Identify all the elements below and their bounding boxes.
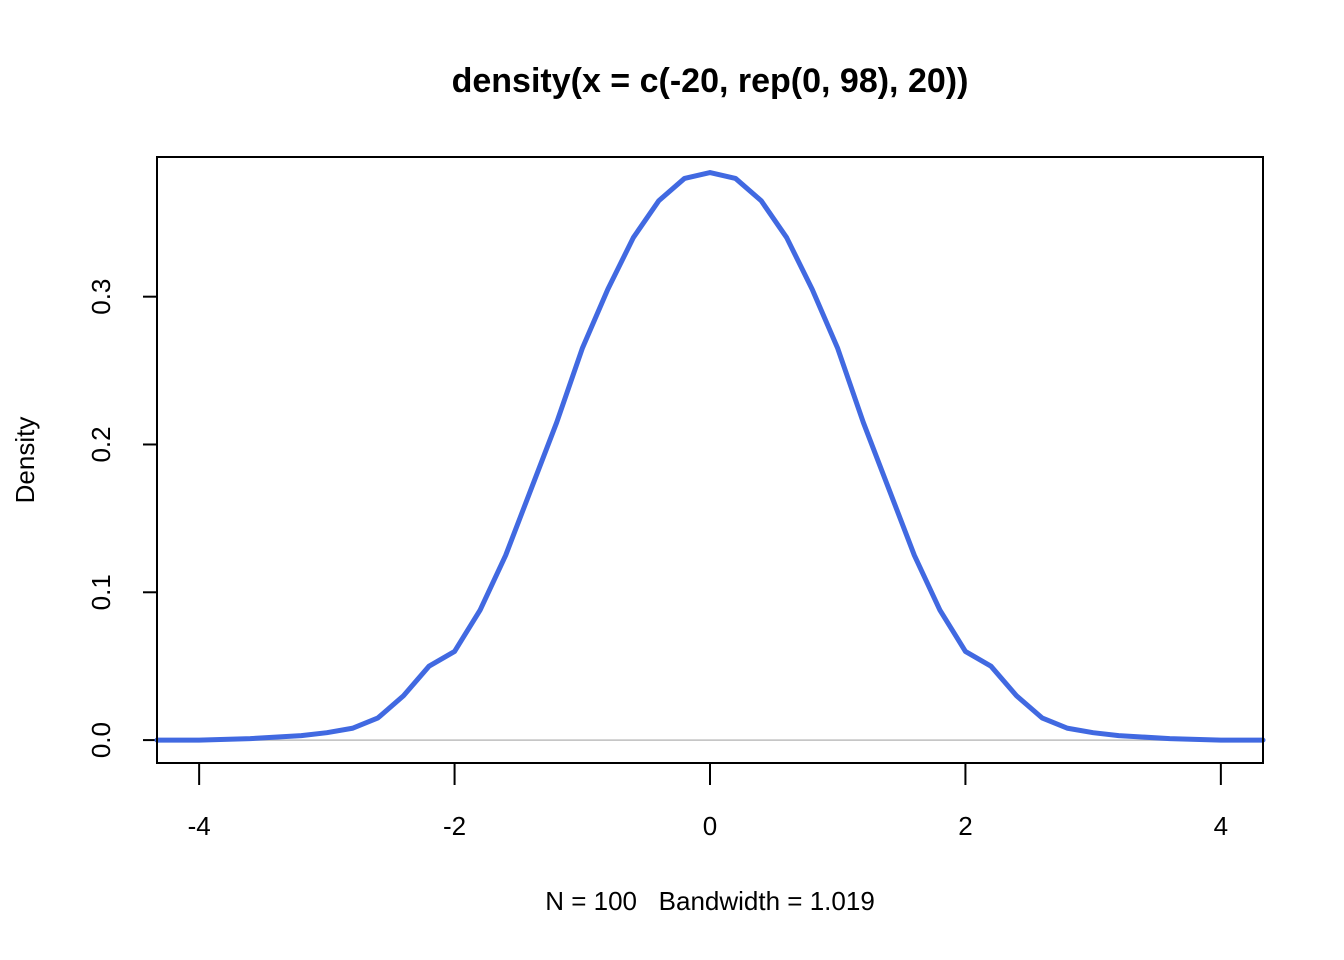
- y-tick-label: 0.1: [86, 574, 116, 610]
- x-tick-label: -4: [188, 811, 211, 841]
- y-axis: 0.0 0.1 0.2 0.3: [86, 279, 158, 758]
- y-tick-label: 0.0: [86, 722, 116, 758]
- x-tick-label: 2: [958, 811, 972, 841]
- y-axis-label: Density: [10, 417, 40, 504]
- chart-title: density(x = c(-20, rep(0, 98), 20)): [452, 62, 969, 100]
- y-tick-label: 0.2: [86, 426, 116, 462]
- x-tick-label: 4: [1214, 811, 1228, 841]
- x-tick-label: 0: [703, 811, 717, 841]
- density-series: [154, 170, 1266, 743]
- y-tick-label: 0.3: [86, 279, 116, 315]
- density-line: [154, 170, 1266, 743]
- x-axis: -4 -2 0 2 4: [188, 762, 1228, 841]
- x-axis-label: N = 100 Bandwidth = 1.019: [545, 886, 875, 916]
- plot-box: [156, 156, 1264, 764]
- x-tick-label: -2: [443, 811, 466, 841]
